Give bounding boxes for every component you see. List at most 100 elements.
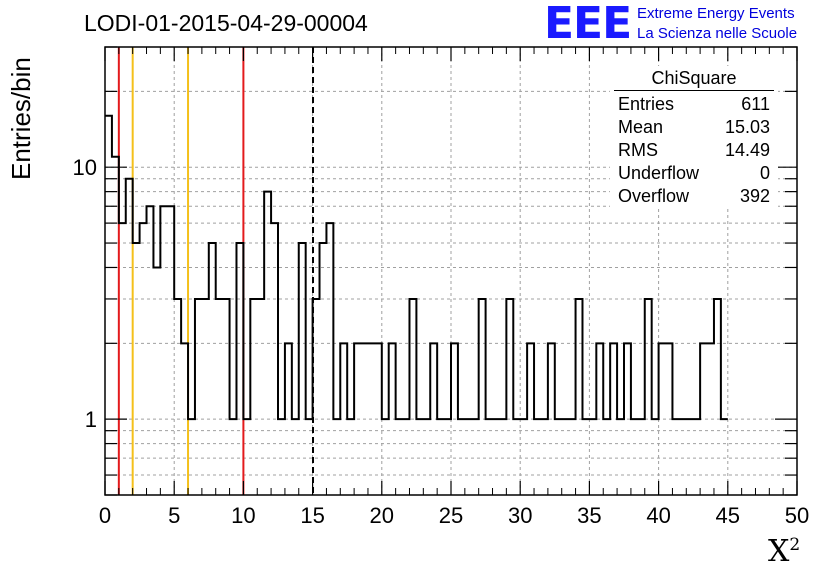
- histogram-bin: [444, 419, 451, 495]
- histogram-bin: [548, 343, 555, 495]
- histogram-bin: [672, 419, 679, 495]
- x-tick-label: 40: [646, 503, 670, 528]
- histogram-bin: [361, 343, 368, 495]
- histogram-bin: [534, 419, 541, 495]
- histogram-bin: [437, 419, 444, 495]
- histogram-bin: [257, 299, 264, 495]
- histogram-bin: [589, 419, 596, 495]
- histogram-bin: [693, 419, 700, 495]
- x-tick-label: 25: [439, 503, 463, 528]
- histogram-bin: [506, 299, 513, 495]
- x-tick-label: 30: [508, 503, 532, 528]
- histogram-bin: [299, 243, 306, 495]
- histogram-bin: [133, 243, 140, 495]
- histogram-bin: [555, 419, 562, 495]
- histogram-bin: [230, 419, 237, 495]
- histogram-bin: [340, 343, 347, 495]
- histogram-bin: [333, 419, 340, 495]
- histogram-bin: [167, 206, 174, 495]
- histogram-bin: [147, 206, 154, 495]
- histogram-bin: [472, 419, 479, 495]
- stats-value: 392: [739, 186, 770, 206]
- histogram-bin: [160, 206, 167, 495]
- histogram-bin: [486, 419, 493, 495]
- stats-value: 0: [759, 163, 770, 183]
- histogram-bin: [292, 419, 299, 495]
- histogram-bin: [153, 267, 160, 495]
- stats-row-mean: Mean 15.03: [610, 116, 778, 139]
- histogram-bin: [326, 223, 333, 495]
- histogram-bin: [354, 343, 361, 495]
- histogram-bin: [596, 343, 603, 495]
- stats-value: 611: [741, 94, 770, 114]
- histogram-bin: [223, 299, 230, 495]
- histogram-outline: [105, 114, 728, 421]
- x-axis-label: X2: [768, 534, 800, 569]
- histogram-bin: [368, 343, 375, 495]
- stats-row-entries: Entries 611: [610, 93, 778, 116]
- x-tick-label: 5: [168, 503, 180, 528]
- histogram-bin: [126, 179, 133, 495]
- stats-label: Mean: [618, 117, 664, 137]
- histogram-bin: [174, 299, 181, 495]
- histogram-bin: [306, 419, 313, 495]
- histogram-bin: [513, 419, 520, 495]
- histogram-bin: [700, 343, 707, 495]
- logo-caption-line1: Extreme Energy Events: [637, 5, 795, 22]
- logo-caption-line2: La Scienza nelle Scuole: [637, 25, 798, 42]
- tick-labels: 0 5 10 15 20 25 30 35 40 45 50 1 10: [73, 155, 810, 528]
- histogram-bin: [576, 299, 583, 495]
- histogram-bin: [382, 419, 389, 495]
- histogram-bin: [278, 419, 285, 495]
- stats-label: Entries: [618, 94, 675, 114]
- histogram-bin: [617, 419, 624, 495]
- histogram-bin: [686, 419, 693, 495]
- histogram-bin: [423, 419, 430, 495]
- histogram-bin: [707, 343, 714, 495]
- x-axis-label-base: X: [768, 534, 790, 569]
- x-tick-label: 15: [300, 503, 324, 528]
- reference-lines: [117, 47, 315, 495]
- histogram-bin: [624, 343, 631, 495]
- histogram-bin: [209, 243, 216, 495]
- histogram-bin: [520, 419, 527, 495]
- axis-ticks: [104, 46, 798, 496]
- histogram-bin: [403, 419, 410, 495]
- histogram-bin: [409, 299, 416, 495]
- histogram-bin: [250, 299, 257, 495]
- x-tick-label: 20: [370, 503, 394, 528]
- eee-logo: EEE: [544, 0, 632, 49]
- histogram-bin: [603, 419, 610, 495]
- histogram-bin: [271, 223, 278, 495]
- stats-label: RMS: [618, 140, 658, 160]
- histogram-bin: [479, 299, 486, 495]
- histogram-bin: [389, 343, 396, 495]
- histogram-bin: [610, 343, 617, 495]
- histogram-bin: [313, 299, 320, 495]
- histogram-bin: [499, 419, 506, 495]
- histogram-bin: [562, 419, 569, 495]
- y-tick-label: 10: [73, 155, 97, 180]
- histogram-bin: [493, 419, 500, 495]
- histogram-bin: [458, 419, 465, 495]
- histogram-bin: [375, 343, 382, 495]
- histogram-bin: [659, 343, 666, 495]
- stats-label: Overflow: [618, 186, 690, 206]
- histogram-bin: [652, 419, 659, 495]
- histogram-bin: [236, 243, 243, 495]
- x-tick-label: 35: [577, 503, 601, 528]
- y-axis-label: Entries/bin: [6, 57, 36, 180]
- stats-row-overflow: Overflow 392: [610, 185, 778, 208]
- histogram-bin: [264, 192, 271, 495]
- histogram-bin: [195, 299, 202, 495]
- histogram-bin: [243, 419, 250, 495]
- x-tick-label: 50: [785, 503, 809, 528]
- histogram-bin: [347, 419, 354, 495]
- histogram-bin: [181, 343, 188, 495]
- histogram-bin: [631, 419, 638, 495]
- histogram-bin: [645, 299, 652, 495]
- x-tick-label: 0: [99, 503, 111, 528]
- y-tick-label: 1: [85, 407, 97, 432]
- histogram-bin: [416, 419, 423, 495]
